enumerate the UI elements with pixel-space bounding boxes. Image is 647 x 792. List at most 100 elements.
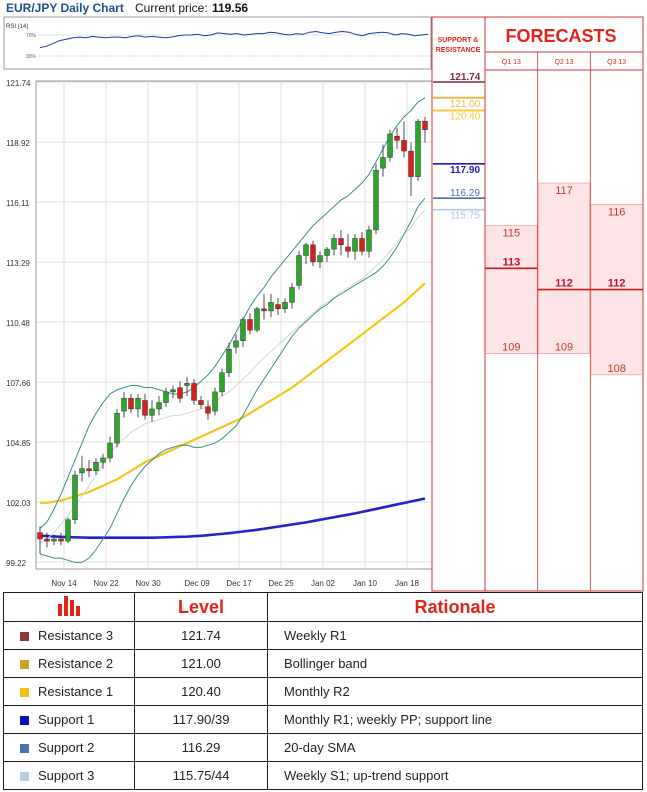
forecast-mid-label: 113 — [502, 256, 520, 268]
forecast-quarter-label: Q3 13 — [607, 59, 626, 66]
levels-table-header: Level Rationale — [3, 592, 643, 622]
candle-down — [338, 238, 344, 246]
indicator-lines — [39, 97, 426, 563]
levels-table: Level Rationale Resistance 3 121.74 Week… — [3, 592, 643, 790]
y-tick-label: 99.22 — [6, 559, 27, 568]
row-rationale: Weekly S1; up-trend support — [267, 761, 643, 790]
row-name: Support 2 — [38, 740, 95, 756]
y-tick-label: 104.85 — [6, 439, 31, 448]
sr-header-line2: RESISTANCE — [436, 47, 481, 54]
chart-panel: EUR/JPY Daily Chart Current price: 119.5… — [3, 1, 644, 592]
forecast-low-label: 109 — [502, 342, 520, 354]
candle-up — [51, 538, 57, 542]
forecast-low-label: 108 — [607, 363, 625, 375]
candle-up — [219, 372, 225, 393]
row-rationale: Bollinger band — [267, 649, 643, 678]
y-tick-label: 121.74 — [6, 79, 31, 88]
candle-down — [310, 244, 316, 263]
x-tick-label: Dec 09 — [184, 579, 210, 588]
row-level: 116.29 — [134, 733, 268, 762]
forecast-mid-label: 112 — [608, 278, 626, 290]
candle-down — [198, 400, 204, 405]
candle-up — [373, 170, 379, 231]
rsi-level-30: 30% — [26, 54, 37, 60]
row-rationale: Weekly R1 — [267, 621, 643, 650]
bollinger-upper-line — [39, 97, 426, 529]
forecast-quarter-label: Q1 13 — [502, 59, 521, 66]
forecast-columns: Q1 13 115 113 109 Q2 13 117 112 109 Q3 13 116 112 1… — [485, 52, 643, 591]
candle-up — [65, 519, 71, 542]
candle-down — [275, 304, 281, 309]
r3-label: 121.74 — [450, 72, 481, 83]
candle-up — [226, 349, 232, 373]
row-level: 121.74 — [134, 621, 268, 650]
candle-up — [254, 308, 260, 331]
y-tick-label: 102.03 — [6, 499, 31, 508]
price-label: Current price: — [135, 1, 208, 15]
candle-up — [387, 133, 393, 158]
candle-down — [345, 246, 351, 252]
row-level: 120.40 — [134, 677, 268, 706]
candle-up — [296, 255, 302, 286]
s3-label: 115.75 — [450, 211, 480, 222]
vertical-gridlines — [63, 81, 408, 569]
row-rationale: 20-day SMA — [267, 733, 643, 762]
table-row: Resistance 3 121.74 Weekly R1 — [3, 621, 643, 650]
row-name-cell: Support 2 — [3, 733, 135, 762]
candle-down — [247, 319, 253, 331]
x-axis-ticks: Nov 14 Nov 22 Nov 30 Dec 09 Dec 17 Dec 25 Jan … — [51, 579, 419, 588]
candle-down — [261, 308, 267, 312]
candle-up — [289, 287, 295, 303]
r2-label: 121.00 — [450, 99, 481, 110]
table-row: Support 1 117.90/39 Monthly R1; weekly P… — [3, 705, 643, 734]
candle-down — [37, 532, 43, 540]
candle-up — [79, 468, 85, 474]
x-tick-label: Jan 10 — [353, 579, 378, 588]
candle-down — [359, 238, 365, 252]
sr-levels: 121.74 121.00 120.40 117.90 116.29 115.75 — [433, 72, 485, 222]
candle-down — [128, 398, 134, 410]
y-axis-ticks: 121.74 118.92 116.11 113.29 110.48 107.66 104.… — [6, 79, 31, 568]
candle-up — [149, 408, 155, 416]
resistance-1-swatch — [20, 687, 29, 697]
rsi-line — [39, 30, 429, 49]
price-value: 119.56 — [212, 1, 248, 15]
candle-up — [121, 398, 127, 412]
candle-down — [44, 538, 50, 542]
x-tick-label: Nov 22 — [93, 579, 119, 588]
candle-up — [380, 157, 386, 169]
y-tick-label: 107.66 — [6, 379, 31, 388]
forecast-range-box — [485, 225, 538, 354]
s1-label: 117.90 — [450, 165, 480, 176]
candle-up — [366, 229, 372, 252]
row-level: 117.90/39 — [134, 705, 268, 734]
candle-down — [394, 135, 400, 141]
table-row: Resistance 2 121.00 Bollinger band — [3, 649, 643, 678]
bar-chart-icon — [3, 592, 135, 622]
candle-up — [100, 457, 106, 463]
candle-up — [268, 302, 274, 312]
candle-up — [163, 391, 169, 403]
x-tick-label: Nov 30 — [135, 579, 161, 588]
row-name-cell: Support 3 — [3, 761, 135, 790]
forecast-high-label: 115 — [503, 228, 521, 240]
support-2-swatch — [20, 743, 29, 753]
row-name: Support 1 — [38, 712, 95, 728]
s2-label: 116.29 — [450, 188, 480, 199]
x-tick-label: Dec 25 — [268, 579, 294, 588]
candle-down — [205, 406, 211, 414]
support-1-swatch — [20, 715, 29, 725]
candle-up — [72, 474, 78, 520]
row-name: Resistance 1 — [38, 684, 114, 700]
sr-header-line1: SUPPORT & — [438, 37, 479, 44]
candle-down — [177, 387, 183, 399]
table-row: Resistance 1 120.40 Monthly R2 — [3, 677, 643, 706]
candle-up — [93, 462, 99, 471]
candle-up — [170, 389, 176, 393]
forecast-high-label: 117 — [555, 185, 573, 197]
row-name-cell: Resistance 2 — [3, 649, 135, 678]
y-tick-label: 113.29 — [6, 259, 30, 268]
forecasts-title: FORECASTS — [505, 26, 616, 46]
r1-label: 120.40 — [450, 112, 481, 123]
y-tick-label: 110.48 — [6, 319, 30, 328]
